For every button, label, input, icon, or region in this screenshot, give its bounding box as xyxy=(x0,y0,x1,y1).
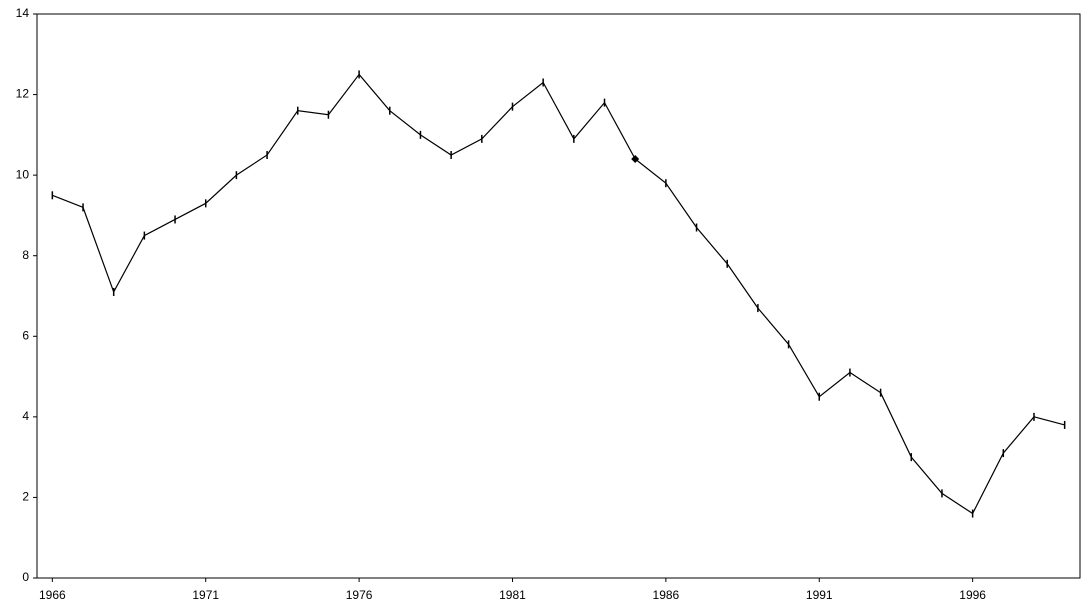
line xyxy=(52,73,1065,515)
x-tick-label: 1991 xyxy=(806,588,833,602)
plot-frame xyxy=(36,13,1081,579)
y-tick-label: 0 xyxy=(22,570,29,584)
x-tick-label: 1996 xyxy=(959,588,986,602)
x-tick-label: 1976 xyxy=(346,588,373,602)
x-tick-label: 1966 xyxy=(39,588,66,602)
x-tick-label: 1986 xyxy=(653,588,680,602)
y-tick-label: 14 xyxy=(16,6,30,20)
x-tick-label: 1971 xyxy=(192,588,219,602)
y-tick-label: 8 xyxy=(22,248,29,262)
highlight-marker xyxy=(631,155,640,164)
y-tick-label: 12 xyxy=(16,87,30,101)
y-tick-label: 10 xyxy=(16,167,30,181)
y-tick-label: 2 xyxy=(22,490,29,504)
y-tick-label: 6 xyxy=(22,328,29,342)
x-tick-label: 1981 xyxy=(499,588,526,602)
y-tick-label: 4 xyxy=(22,409,29,423)
